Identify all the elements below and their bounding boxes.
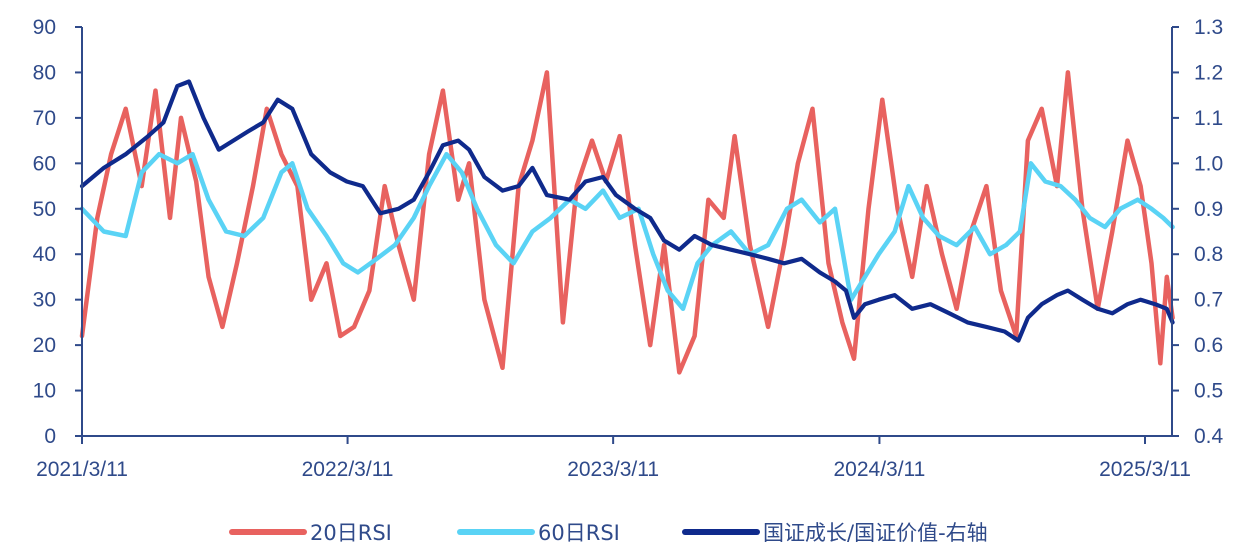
y-right-tick-label: 1.1 [1194,107,1223,130]
plot-area [79,70,1175,375]
x-tick-label: 2024/3/11 [833,458,925,481]
y-left-tick-label: 50 [33,198,56,221]
series-line-2 [79,151,1175,312]
series-line-1 [79,70,1175,375]
y-right-tick-label: 0.7 [1194,289,1223,312]
y-left-tick-label: 70 [33,107,56,130]
x-tick-label: 2022/3/11 [302,458,394,481]
y-left-tick-label: 90 [33,16,56,39]
y-right-tick-label: 0.4 [1194,425,1224,448]
x-tick-label: 2023/3/11 [567,458,659,481]
series-line-3 [79,79,1175,343]
axes: 0 10 20 30 40 50 60 70 80 90 0.4 0.5 0.6 0.7 0.8 0.9 1.0… [33,16,1224,481]
y-right-tick-label: 1.2 [1194,61,1223,84]
y-left-tick-label: 10 [33,380,56,403]
legend-label-3: 国证成长/国证价值-右轴 [763,521,988,545]
y-right-tick-label: 0.6 [1194,334,1223,357]
x-tick-label: 2025/3/11 [1099,458,1191,481]
y-left-tick-label: 30 [33,289,56,312]
y-left-tick-label: 0 [44,425,56,448]
y-right-tick-label: 1.3 [1194,16,1223,39]
y-right-tick-label: 0.9 [1194,198,1223,221]
y-right-tick-label: 0.8 [1194,243,1223,266]
legend: 20日RSI 60日RSI 国证成长/国证价值-右轴 [229,521,988,545]
legend-label-1: 20日RSI [310,521,392,545]
y-left-tick-label: 60 [33,152,56,175]
x-tick-label: 2021/3/11 [36,458,128,481]
y-right-tick-label: 0.5 [1194,380,1223,403]
legend-label-2: 60日RSI [538,521,620,545]
y-left-tick-label: 20 [33,334,56,357]
y-left-tick-label: 40 [33,243,56,266]
y-left-tick-label: 80 [33,61,56,84]
y-right-tick-label: 1.0 [1194,152,1223,175]
